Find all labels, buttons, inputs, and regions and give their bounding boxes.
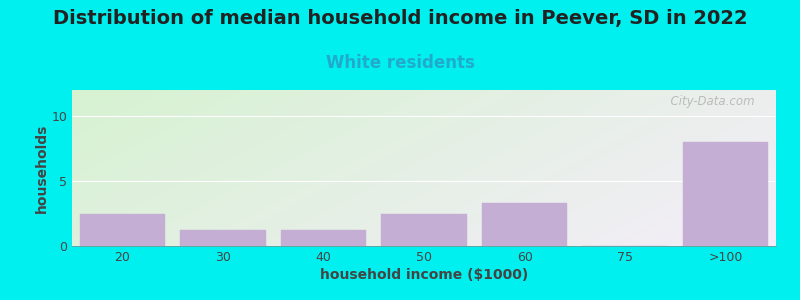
X-axis label: household income ($1000): household income ($1000) [320, 268, 528, 282]
Bar [180, 230, 266, 246]
Text: City-Data.com: City-Data.com [663, 95, 755, 108]
Text: Distribution of median household income in Peever, SD in 2022: Distribution of median household income … [53, 9, 747, 28]
Bar [482, 203, 567, 246]
Y-axis label: households: households [34, 123, 49, 213]
Bar [281, 230, 366, 246]
Text: White residents: White residents [326, 54, 474, 72]
Bar [382, 214, 466, 246]
Bar [683, 142, 769, 246]
Bar [79, 214, 165, 246]
